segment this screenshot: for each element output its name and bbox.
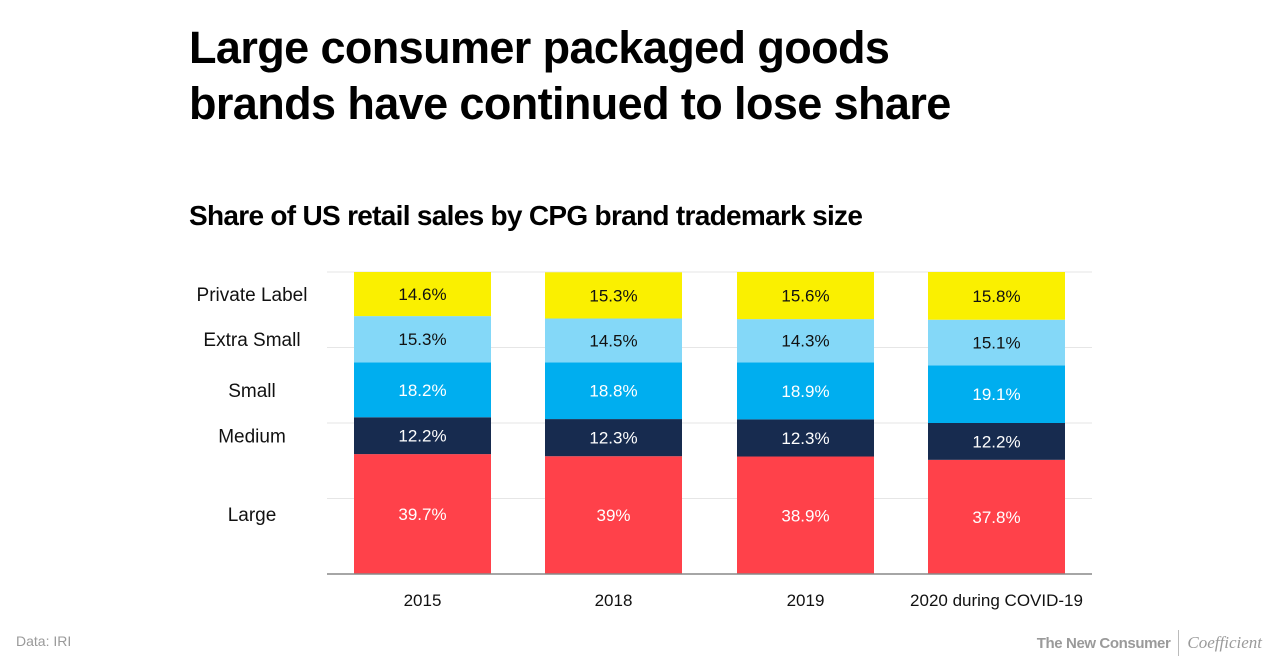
data-label: 12.2%: [398, 427, 446, 446]
bar-segment-medium: [354, 417, 491, 455]
x-tick-label: 2018: [595, 591, 633, 610]
data-label: 39%: [596, 506, 630, 525]
data-label: 14.3%: [781, 332, 829, 351]
data-label: 15.6%: [781, 287, 829, 306]
data-label: 38.9%: [781, 506, 829, 525]
data-label: 19.1%: [972, 385, 1020, 404]
chart-title: Large consumer packaged goods brands hav…: [189, 20, 951, 132]
title-line-1: Large consumer packaged goods: [189, 22, 890, 73]
data-label: 15.8%: [972, 287, 1020, 306]
x-tick-label: 2015: [404, 591, 442, 610]
series-label: Extra Small: [203, 330, 300, 351]
logo-divider: [1178, 630, 1180, 656]
bar-segment-large: [354, 454, 491, 574]
data-label: 12.3%: [781, 429, 829, 448]
chart-subtitle: Share of US retail sales by CPG brand tr…: [189, 200, 863, 231]
data-label: 12.3%: [589, 429, 637, 448]
data-label: 18.9%: [781, 382, 829, 401]
data-source: Data: IRI: [16, 633, 72, 649]
bar-segment-small: [737, 362, 874, 420]
bar-segment-large: [928, 459, 1065, 574]
bar-segment-small: [545, 362, 682, 420]
bar-segment-private-label: [545, 272, 682, 319]
data-label: 39.7%: [398, 505, 446, 524]
series-label: Private Label: [197, 285, 308, 306]
bar-segment-private-label: [737, 272, 874, 320]
data-label: 15.1%: [972, 334, 1020, 353]
bar-segment-medium: [545, 419, 682, 457]
title-line-2: brands have continued to lose share: [189, 78, 951, 129]
data-label: 15.3%: [398, 330, 446, 349]
x-tick-label: 2019: [787, 591, 825, 610]
bar-segment-extra-small: [928, 319, 1065, 366]
data-label: 18.2%: [398, 381, 446, 400]
series-label: Medium: [218, 427, 286, 448]
data-label: 15.3%: [589, 286, 637, 305]
bar-segment-medium: [928, 423, 1065, 460]
data-label: 18.8%: [589, 382, 637, 401]
bar-segment-private-label: [928, 272, 1065, 320]
bar-segment-private-label: [354, 272, 491, 317]
series-label: Small: [228, 381, 276, 402]
series-label: Large: [228, 505, 277, 526]
data-label: 12.2%: [972, 432, 1020, 451]
bar-segment-extra-small: [737, 319, 874, 363]
bar-segment-large: [737, 456, 874, 574]
bar-segment-small: [354, 362, 491, 418]
coefficient-logo: Coefficient: [1187, 633, 1262, 652]
bar-segment-small: [928, 365, 1065, 423]
data-label: 14.5%: [589, 331, 637, 350]
bar-segment-extra-small: [354, 316, 491, 363]
data-label: 14.6%: [398, 285, 446, 304]
publisher-logos: The New Consumer Coefficient: [1037, 630, 1262, 656]
x-tick-label: 2020 during COVID-19: [910, 591, 1083, 610]
bar-segment-large: [545, 456, 682, 574]
bar-segment-extra-small: [545, 318, 682, 363]
data-label: 37.8%: [972, 508, 1020, 527]
the-new-consumer-logo: The New Consumer: [1036, 634, 1171, 652]
bar-segment-medium: [737, 419, 874, 457]
